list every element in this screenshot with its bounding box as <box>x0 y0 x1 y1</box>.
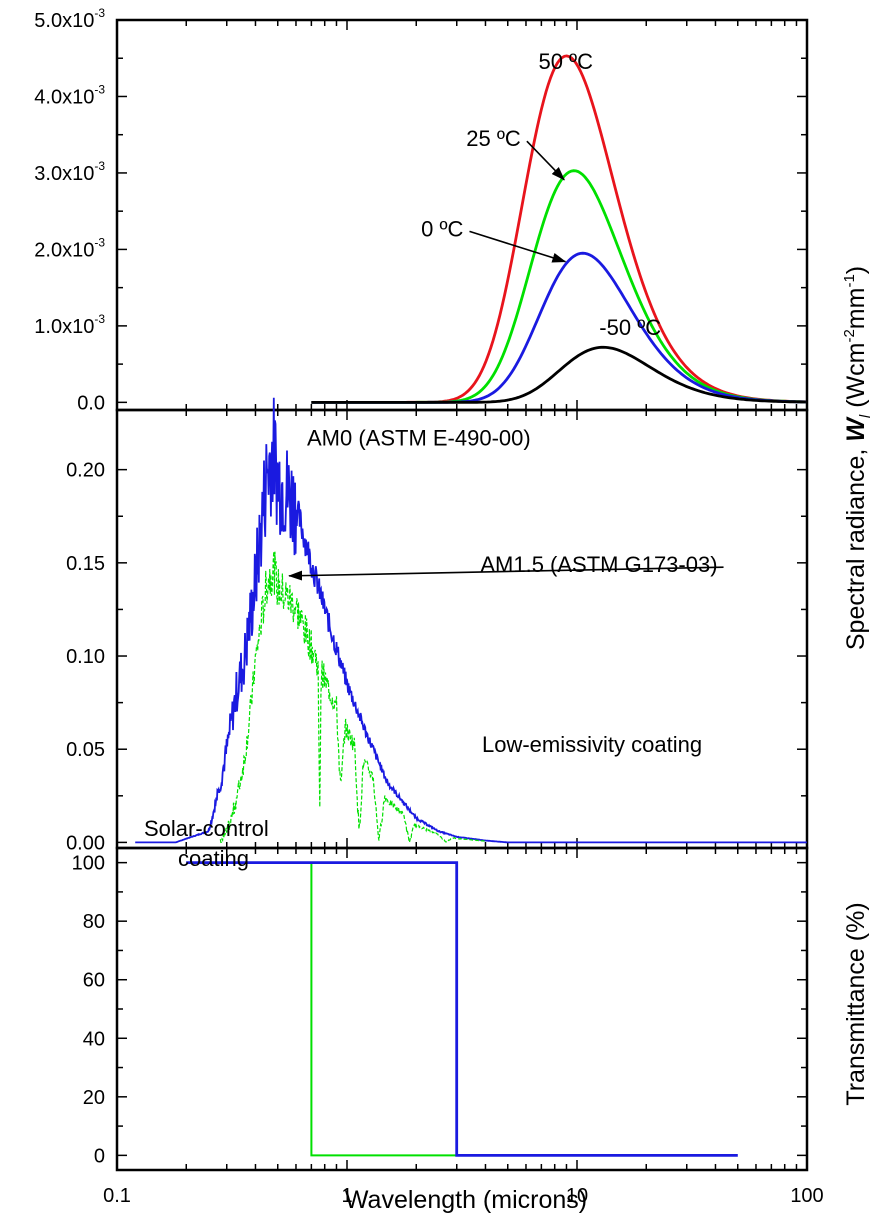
panel-thermal-radiance: 0.0 1.0x10-3 2.0x10-3 3.0x10-3 4.0x10-3 5.0x1… <box>34 6 809 414</box>
series-line <box>311 54 806 404</box>
x-tick-label: 1 <box>341 1185 352 1207</box>
y-tick-label: 60 <box>83 970 105 992</box>
axis-ticks <box>116 848 807 1170</box>
panel-transmittance: 0 20 40 60 80 100 0.1 1 10 100 <box>72 846 824 1207</box>
annotation-arrow <box>526 140 565 181</box>
plot-frame <box>115 408 809 850</box>
y-tick-label: 0.05 <box>66 739 105 761</box>
annotation-label: 0 ºC <box>421 216 463 241</box>
x-tick-label: 10 <box>566 1185 588 1207</box>
y-tick-label: 0.0 <box>77 392 105 414</box>
x-tick-label: 100 <box>790 1185 823 1207</box>
series-line <box>219 551 486 845</box>
annotation-label: AM1.5 (ASTM G173-03) <box>480 552 717 577</box>
y-tick-label: 3.0x10-3 <box>34 159 105 185</box>
x-axis-label: Wavelength (microns) <box>345 1186 587 1214</box>
annotation-label: 50 ºC <box>538 49 593 74</box>
y-tick-label: 2.0x10-3 <box>34 235 105 261</box>
y-tick-label: 0.10 <box>66 646 105 668</box>
y-tick-label: 100 <box>72 853 105 875</box>
annotation-label: -50 ºC <box>599 315 661 340</box>
y-tick-label: 80 <box>83 911 105 933</box>
solar-control-label-line2: coating <box>178 846 249 871</box>
lowe-coating-label: Low-emissivity coating <box>482 732 702 757</box>
annotation-arrow <box>288 566 724 581</box>
y-tick-label: 5.0x10-3 <box>34 6 105 32</box>
solar-control-label-line1: Solar-control <box>144 816 269 841</box>
plot-frame <box>115 18 809 412</box>
y-tick-label: 0 <box>94 1145 105 1167</box>
series-line <box>135 397 807 844</box>
series-line <box>310 862 457 1157</box>
plot-frame <box>115 846 809 1172</box>
y-tick-label: 4.0x10-3 <box>34 82 105 108</box>
annotation-arrow <box>469 230 567 263</box>
annotation-label: 25 ºC <box>466 126 521 151</box>
panel-solar-spectrum: 0.00 0.05 0.10 0.15 0.20 AM0 (ASTM E-490-00) A… <box>66 397 809 854</box>
y-tick-label: 40 <box>83 1028 105 1050</box>
y-tick-label: 0.20 <box>66 460 105 482</box>
series-line <box>186 861 738 1157</box>
y-tick-label: 0.00 <box>66 832 105 854</box>
axis-ticks <box>116 19 807 410</box>
y-axis-label-transmittance: Transmittance (%) <box>842 902 870 1105</box>
axis-ticks <box>116 410 807 848</box>
y-tick-label: 0.15 <box>66 553 105 575</box>
y-tick-label: 1.0x10-3 <box>34 312 105 338</box>
y-axis-label-radiance: Spectral radiance, Wl (Wcm-2mm-1) <box>841 266 874 650</box>
series-line <box>311 345 806 404</box>
y-tick-label: 20 <box>83 1087 105 1109</box>
series-line <box>311 251 806 404</box>
annotation-label: AM0 (ASTM E-490-00) <box>307 425 531 450</box>
series-line <box>311 169 806 404</box>
x-tick-label: 0.1 <box>103 1185 131 1207</box>
